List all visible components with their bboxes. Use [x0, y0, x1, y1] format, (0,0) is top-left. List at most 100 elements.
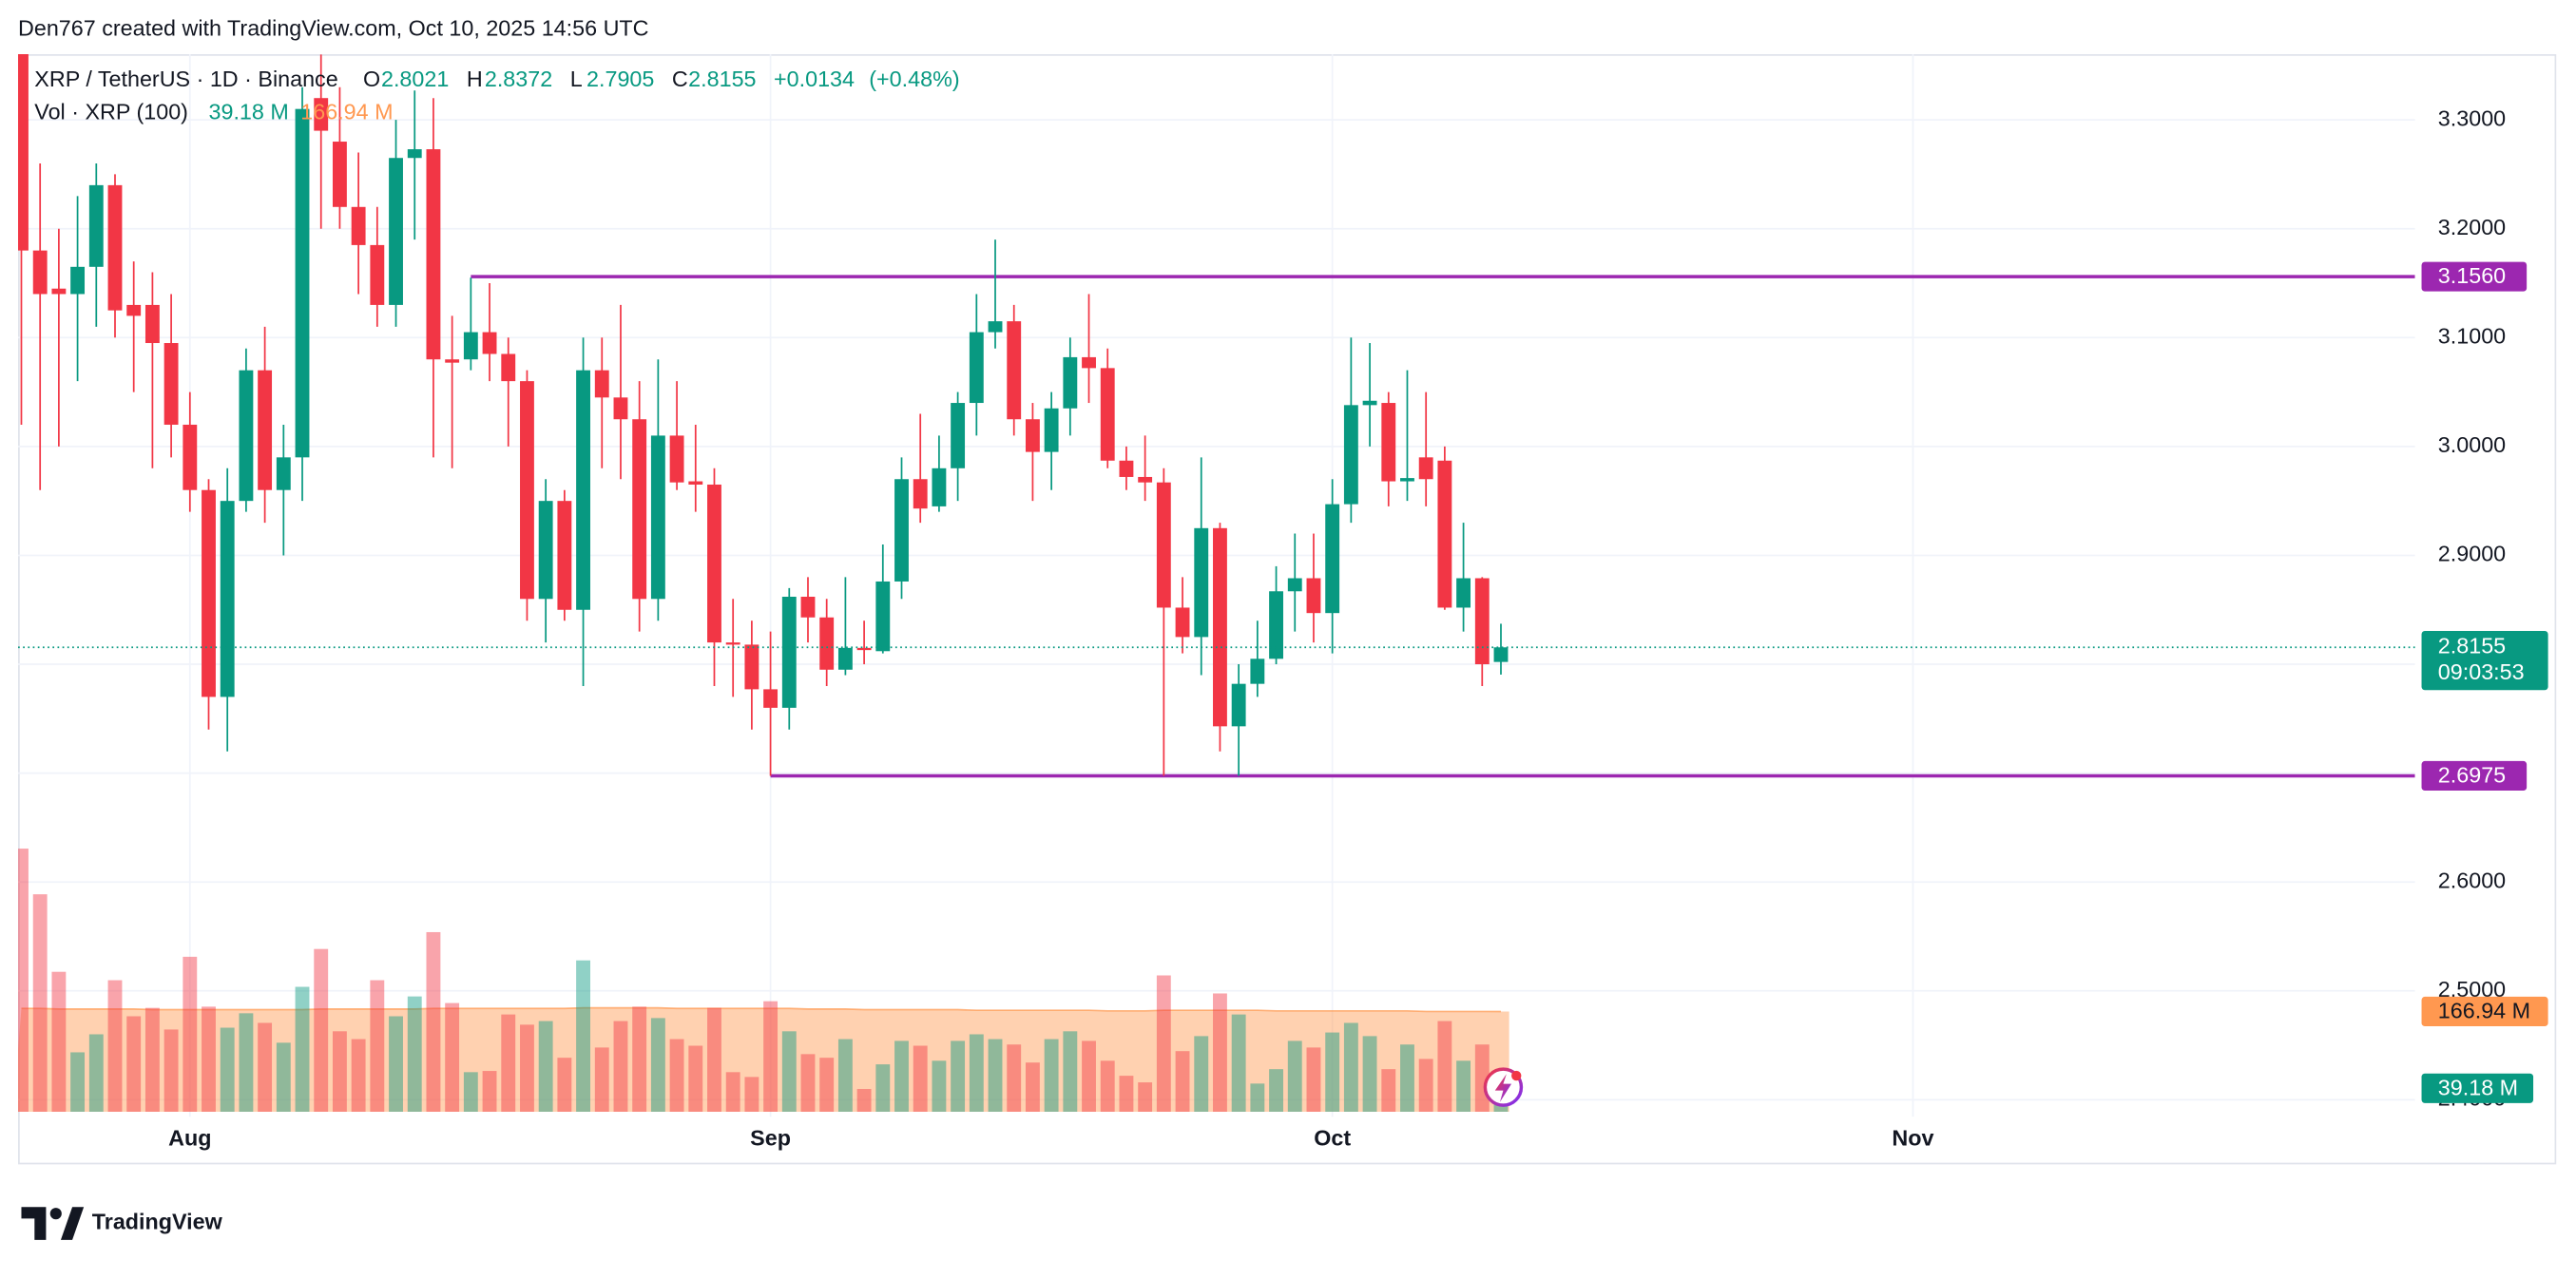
candle-body: [1362, 400, 1377, 406]
candle-body: [107, 184, 123, 311]
volume-bar: [183, 956, 198, 1113]
volume-ma-badge-label: 166.94 M: [2438, 999, 2530, 1023]
candle-body: [332, 142, 347, 207]
candle-body: [538, 501, 553, 600]
level-badge-label: 3.1560: [2438, 263, 2506, 288]
volume-badge-label: 39.18 M: [2438, 1075, 2518, 1099]
volume-title: Vol · XRP (100): [34, 99, 188, 124]
volume-bar: [258, 1022, 273, 1113]
volume-bar: [669, 1039, 684, 1113]
volume-bar: [576, 960, 590, 1113]
candle-body: [239, 370, 254, 502]
candle-body: [800, 596, 816, 618]
level-badge-label: 2.6975: [2438, 763, 2506, 788]
volume-bar: [332, 1031, 347, 1113]
candle-body: [988, 321, 1003, 333]
volume-bar: [707, 1007, 721, 1113]
volume-bar: [988, 1039, 1003, 1113]
candle-body: [520, 381, 534, 600]
candle-body: [445, 359, 460, 363]
x-tick-label: Aug: [168, 1126, 211, 1151]
ohlc-letter: L: [570, 67, 583, 91]
volume-bar: [1306, 1047, 1321, 1113]
candle-body: [88, 184, 104, 267]
candle-body: [1007, 321, 1022, 420]
volume-bar: [276, 1042, 291, 1113]
candle-body: [1250, 659, 1265, 684]
candle-body: [932, 468, 947, 506]
candle-body: [951, 403, 966, 468]
volume-bar: [837, 1039, 853, 1113]
candle-body: [744, 644, 759, 690]
volume-bar: [239, 1013, 254, 1113]
volume-bar: [819, 1058, 835, 1113]
volume-ma-area: [18, 1007, 1509, 1113]
volume-ma-value: 166.94 M: [300, 99, 393, 124]
candle-body: [183, 424, 198, 490]
candle-body: [1269, 591, 1283, 659]
volume-bar: [407, 996, 422, 1113]
plot-area: [18, 54, 2415, 1113]
candle-body: [258, 370, 273, 490]
candle-body: [576, 370, 590, 610]
candle-body: [163, 343, 179, 425]
legend: XRP / TetherUS · 1D · Binance O 2.8021 H…: [34, 67, 959, 124]
volume-bar: [314, 948, 329, 1113]
candle-body: [875, 581, 891, 652]
candle-body: [613, 397, 628, 420]
volume-bar: [688, 1045, 703, 1113]
candle-body: [314, 98, 329, 131]
volume-bar: [613, 1021, 628, 1113]
candle-body: [1213, 527, 1227, 727]
volume-bar: [51, 971, 67, 1113]
volume-bar: [1082, 1040, 1096, 1113]
candle-body: [1325, 504, 1340, 614]
y-tick-label: 2.9000: [2438, 542, 2506, 566]
volume-bar: [856, 1089, 872, 1113]
close-value: 2.8155: [688, 67, 756, 91]
candle-body: [894, 479, 909, 582]
volume-bar: [1456, 1060, 1471, 1113]
candle-body: [370, 244, 385, 305]
attribution: Den767 created with TradingView.com, Oct…: [18, 15, 649, 40]
volume-bar: [1381, 1069, 1396, 1113]
y-tick-label: 3.2000: [2438, 215, 2506, 239]
level-badge: [2421, 261, 2528, 292]
y-tick-label: 3.3000: [2438, 105, 2506, 130]
volume-badge: [2421, 1073, 2534, 1103]
volume-bar: [70, 1052, 86, 1113]
volume-bar: [202, 1006, 216, 1113]
volume-bar: [800, 1054, 816, 1113]
volume-bar: [32, 894, 48, 1113]
candle-body: [594, 370, 609, 398]
volume-value: 39.18 M: [209, 99, 289, 124]
bolt-icon: [1483, 1067, 1524, 1107]
candle-body: [501, 353, 516, 382]
volume-bar: [295, 986, 310, 1113]
volume-bar: [1231, 1014, 1246, 1113]
volume-bar: [1362, 1036, 1377, 1113]
candle-body: [482, 332, 497, 354]
candle-body: [220, 501, 235, 697]
volume-bar: [463, 1072, 478, 1113]
brand-logo: TradingView: [21, 1207, 223, 1240]
candle-body: [1138, 476, 1153, 483]
volume-bar: [763, 1001, 779, 1113]
volume-bar: [163, 1029, 179, 1113]
ohlc-letter: H: [467, 67, 483, 91]
candle-body: [1456, 578, 1471, 608]
volume-bar: [744, 1077, 759, 1113]
volume-bar: [1437, 1021, 1452, 1113]
candle-body: [351, 206, 366, 245]
candle-body: [819, 617, 835, 670]
candle-body: [51, 288, 67, 295]
volume-bar: [1100, 1060, 1115, 1113]
volume-bar: [557, 1058, 572, 1113]
candle-body: [1287, 578, 1302, 592]
volume-bar: [894, 1040, 909, 1113]
change-percent: (+0.48%): [869, 67, 959, 91]
volume-bar: [1287, 1040, 1302, 1113]
volume-bar: [126, 1016, 142, 1113]
candle-body: [669, 435, 684, 483]
